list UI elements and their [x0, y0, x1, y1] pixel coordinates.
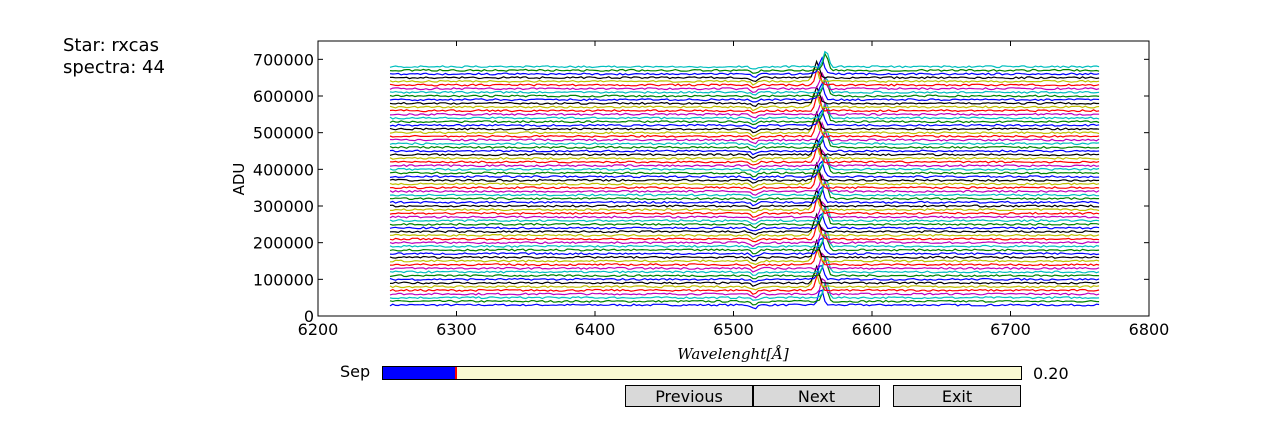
spectrum-line	[389, 185, 1100, 207]
spectrum-line	[389, 223, 1100, 243]
spectrum-line	[389, 95, 1100, 114]
spectrum-line	[389, 187, 1100, 210]
spectrum-line	[389, 108, 1100, 130]
spectrum-line	[389, 200, 1100, 221]
sep-slider-label: Sep	[340, 362, 371, 381]
spectrum-line	[389, 148, 1100, 170]
spectrum-line	[389, 277, 1100, 299]
spectrum-line	[389, 152, 1100, 173]
spectrum-line	[389, 171, 1100, 191]
spectrum-line	[389, 143, 1100, 163]
y-tick-label: 600000	[253, 87, 314, 106]
spectrum-line	[389, 173, 1100, 196]
next-button[interactable]: Next	[753, 385, 880, 407]
spectrum-line	[390, 219, 1100, 240]
y-tick-label: 400000	[253, 160, 314, 179]
spectrum-line	[389, 85, 1100, 107]
spectrum-line	[389, 256, 1100, 276]
spectrum-line	[389, 238, 1100, 262]
spectrum-line	[389, 137, 1100, 159]
spectra-plot: 6200 6300 6400 6500 6600 6700 6800 0 100000 20000…	[230, 40, 1169, 363]
spectrum-line	[389, 118, 1100, 138]
spectrum-line	[389, 179, 1100, 199]
spectrum-line	[389, 78, 1100, 100]
spectra-count-label: spectra: 44	[63, 57, 165, 78]
spectrum-line	[390, 195, 1100, 214]
spectrum-line	[390, 59, 1100, 83]
spectra-series-group	[389, 50, 1100, 310]
x-axis-label: Wavelenght[Å]	[677, 345, 789, 363]
spectrum-line	[389, 237, 1100, 258]
y-axis-label: ADU	[230, 163, 248, 196]
spectrum-line	[389, 52, 1100, 74]
sep-slider-handle[interactable]	[454, 367, 457, 379]
spectrum-line	[389, 264, 1100, 287]
x-tick-label: 6400	[575, 320, 616, 339]
spectrum-line	[389, 252, 1100, 273]
y-tick-label: 0	[304, 307, 314, 326]
previous-button[interactable]: Previous	[625, 385, 753, 407]
spectrum-line	[389, 95, 1100, 119]
spectrum-line	[389, 226, 1100, 248]
spectrum-line	[389, 198, 1100, 218]
spectrum-line	[389, 120, 1100, 141]
spectrum-line	[389, 272, 1100, 291]
y-tick-label: 500000	[253, 124, 314, 143]
spectrum-line	[389, 207, 1100, 229]
spectrum-line	[389, 155, 1100, 178]
spectrum-line	[389, 179, 1100, 203]
spectrum-line	[389, 121, 1100, 145]
spectrum-line	[389, 231, 1100, 255]
x-tick-label: 6600	[852, 320, 893, 339]
spectrum-line	[389, 161, 1100, 184]
spectrum-line	[389, 128, 1100, 148]
spectrum-line	[389, 212, 1100, 236]
spectrum-line	[389, 289, 1100, 310]
spectrum-line	[389, 101, 1100, 123]
spectrum-line	[389, 248, 1100, 269]
y-tick-label: 300000	[253, 197, 314, 216]
x-tick-label: 6800	[1129, 320, 1170, 339]
y-tick-label: 700000	[253, 50, 314, 69]
spectrum-line	[389, 205, 1100, 225]
spectrum-line	[389, 146, 1100, 166]
spectrum-line	[389, 69, 1100, 89]
spectrum-line	[389, 50, 1100, 70]
axis-ticks-group: 6200 6300 6400 6500 6600 6700 6800 0 100000 20000…	[253, 41, 1169, 339]
x-tick-label: 6300	[436, 320, 477, 339]
spectrum-line	[389, 282, 1100, 301]
spectrum-line	[390, 246, 1100, 266]
sep-slider-value: 0.20	[1033, 364, 1069, 383]
exit-button[interactable]: Exit	[893, 385, 1021, 407]
spectrum-line	[389, 256, 1100, 280]
sep-slider[interactable]	[382, 366, 1022, 380]
y-tick-label: 200000	[253, 234, 314, 253]
star-name-label: Star: rxcas	[63, 35, 159, 56]
x-tick-label: 6500	[713, 320, 754, 339]
spectrum-line	[389, 265, 1100, 283]
spectrum-line	[389, 282, 1100, 306]
spectrum-line	[389, 160, 1100, 181]
spectrum-line	[389, 76, 1100, 96]
spectrum-line	[389, 66, 1100, 86]
spectrum-line	[389, 135, 1100, 156]
spectrum-line	[389, 129, 1100, 151]
spectrum-line	[389, 212, 1100, 232]
spectrum-line	[389, 110, 1100, 134]
spectrum-line	[389, 273, 1100, 295]
spectrum-line	[389, 71, 1100, 94]
sep-slider-fill	[383, 367, 456, 379]
spectrum-line	[389, 104, 1100, 126]
y-tick-label: 100000	[253, 270, 314, 289]
spectrum-line	[389, 231, 1100, 250]
spectrum-line	[389, 82, 1100, 103]
x-tick-label: 6700	[990, 320, 1031, 339]
spectrum-line	[389, 169, 1100, 189]
spectrum-line	[389, 92, 1100, 112]
spectrum-line	[389, 56, 1100, 78]
x-tick-label: 6200	[298, 320, 339, 339]
